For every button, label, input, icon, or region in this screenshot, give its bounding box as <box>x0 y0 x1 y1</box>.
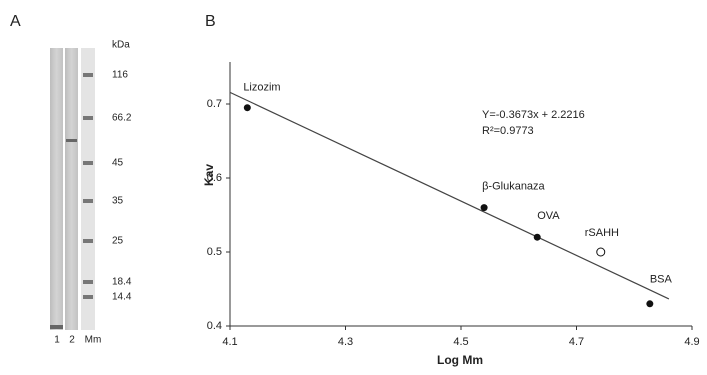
data-point <box>646 300 653 307</box>
marker-band <box>83 280 93 284</box>
data-point <box>244 104 251 111</box>
marker-band <box>83 116 93 120</box>
marker-label: 25 <box>112 236 124 247</box>
point-label: Lizozim <box>243 82 280 94</box>
x-tick-label: 4.3 <box>338 336 353 348</box>
gel-lane <box>65 48 78 330</box>
x-tick-label: 4.9 <box>684 336 699 348</box>
marker-band <box>83 199 93 203</box>
y-tick-label: 0.4 <box>207 320 222 332</box>
x-tick-label: 4.7 <box>569 336 584 348</box>
marker-label: 18.4 <box>112 277 132 288</box>
figure: A B kDa Kav Log Mm Y=-0.3673x + 2.2216 R… <box>0 0 707 370</box>
x-axis-label: Log Mm <box>437 353 483 367</box>
x-tick-label: 4.1 <box>222 336 237 348</box>
lane-label: Mm <box>85 335 102 346</box>
y-tick-label: 0.7 <box>207 98 222 110</box>
unit-label: kDa <box>112 40 130 51</box>
marker-label: 66.2 <box>112 113 132 124</box>
marker-band <box>83 239 93 243</box>
dye-front <box>50 325 63 329</box>
marker-band <box>83 161 93 165</box>
marker-band <box>83 73 93 77</box>
marker-label: 14.4 <box>112 292 132 303</box>
marker-label: 45 <box>112 158 124 169</box>
x-tick-label: 4.5 <box>453 336 468 348</box>
marker-label: 35 <box>112 196 124 207</box>
gel-lane <box>50 48 63 330</box>
data-point <box>597 248 605 256</box>
r-squared: R²=0.9773 <box>482 125 534 137</box>
equation: Y=-0.3673x + 2.2216 <box>482 109 585 121</box>
data-point <box>534 234 541 241</box>
gel-lane <box>81 48 95 330</box>
trend-line <box>230 92 669 299</box>
y-tick-label: 0.5 <box>207 246 222 258</box>
point-label: rSAHH <box>585 227 619 239</box>
panel-label: B <box>205 13 216 30</box>
lane-label: 2 <box>69 335 75 346</box>
protein-band <box>66 139 77 142</box>
lane-label: 1 <box>54 335 60 346</box>
point-label: OVA <box>537 210 560 222</box>
data-point <box>481 204 488 211</box>
y-tick-label: 0.6 <box>207 172 222 184</box>
point-label: BSA <box>650 274 673 286</box>
point-label: β-Glukanaza <box>482 181 545 193</box>
panel-label: A <box>10 13 21 30</box>
marker-label: 116 <box>112 70 128 81</box>
marker-band <box>83 295 93 299</box>
